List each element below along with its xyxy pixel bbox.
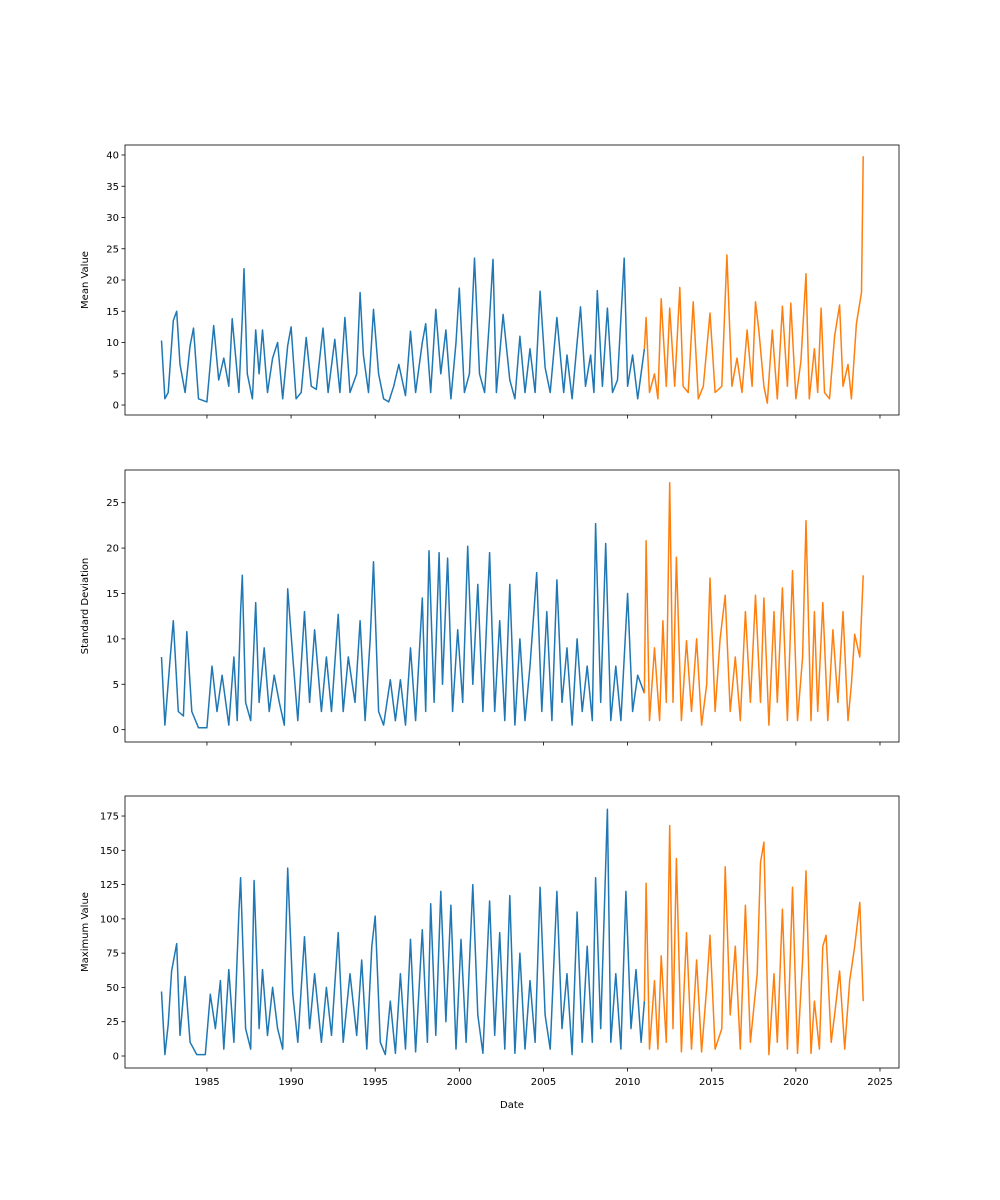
y-tick-label: 15 — [106, 589, 119, 600]
x-tick-label: 1985 — [194, 1077, 219, 1088]
y-axis-label: Mean Value — [80, 251, 91, 309]
y-tick-label: 0 — [113, 725, 119, 736]
y-tick-label: 100 — [100, 914, 119, 925]
x-tick-label: 2005 — [531, 1077, 556, 1088]
series-line-recent — [643, 156, 864, 404]
y-tick-label: 35 — [106, 182, 119, 193]
y-tick-label: 25 — [106, 1017, 119, 1028]
series-line-historical — [160, 808, 646, 1056]
y-tick-label: 175 — [100, 812, 119, 823]
x-tick-label: 1995 — [362, 1077, 387, 1088]
x-tick-label: 2000 — [447, 1077, 472, 1088]
y-tick-label: 10 — [106, 338, 119, 349]
subplot-1: 0 5 10 15 20 25 30 35 40 Mean Value — [80, 144, 900, 419]
series-line-recent — [643, 824, 864, 1056]
x-tick-label: 2020 — [783, 1077, 808, 1088]
y-axis-label: Standard Deviation — [80, 558, 91, 655]
x-tick-label: 1990 — [278, 1077, 303, 1088]
y-tick-label: 15 — [106, 307, 119, 318]
x-axis-label: Date — [500, 1100, 524, 1111]
y-tick-label: 5 — [113, 369, 119, 380]
y-axis-label: Maximum Value — [80, 892, 91, 972]
series-line-historical — [160, 257, 646, 403]
x-tick-label: 2015 — [699, 1077, 724, 1088]
y-tick-label: 25 — [106, 498, 119, 509]
axes-frame — [124, 795, 900, 1069]
y-tick-label: 0 — [113, 401, 119, 412]
x-tick-label: 2010 — [615, 1077, 640, 1088]
x-tick-label: 2025 — [867, 1077, 892, 1088]
y-tick-label: 150 — [100, 846, 119, 857]
y-tick-label: 0 — [113, 1052, 119, 1063]
y-tick-label: 50 — [106, 983, 119, 994]
y-tick-label: 30 — [106, 213, 119, 224]
axes-frame — [124, 144, 900, 416]
y-tick-label: 20 — [106, 544, 119, 555]
subplot-3: 0 25 50 75 100 125 150 175 1985 1990 1995 2000 2005 2… — [80, 795, 900, 1088]
y-tick-label: 75 — [106, 949, 119, 960]
subplot-2: 0 5 10 15 20 25 Standard Deviation — [80, 469, 900, 746]
y-tick-label: 40 — [106, 151, 119, 162]
y-tick-label: 5 — [113, 680, 119, 691]
y-tick-label: 25 — [106, 244, 119, 255]
y-tick-label: 10 — [106, 634, 119, 645]
y-tick-label: 125 — [100, 880, 119, 891]
axes-frame — [124, 469, 900, 743]
series-line-recent — [643, 481, 864, 726]
y-tick-label: 20 — [106, 276, 119, 287]
series-line-historical — [160, 522, 646, 729]
